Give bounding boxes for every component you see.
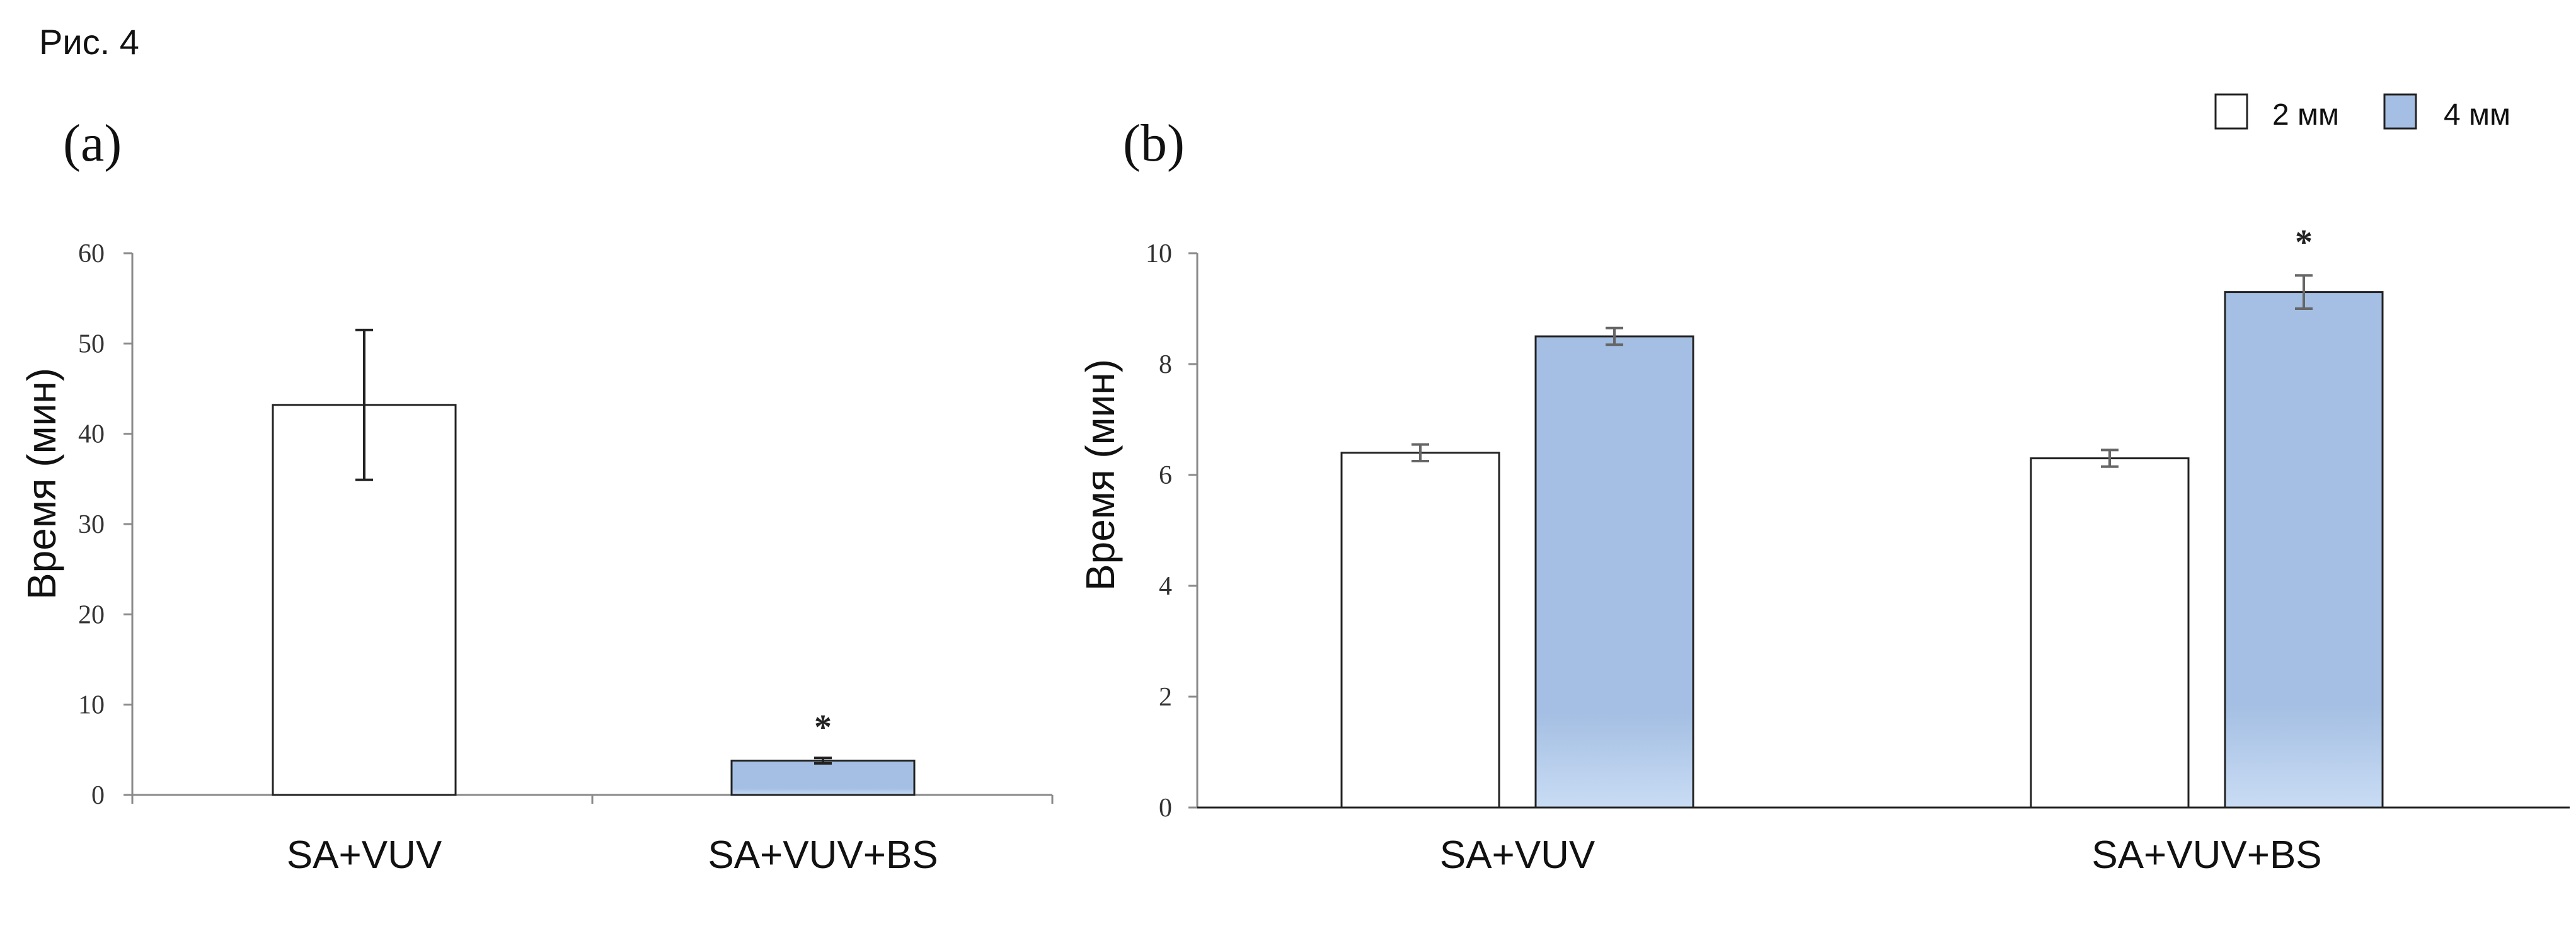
bar-b-1-1 [2224, 291, 2384, 809]
figure-label: Рис. 4 [39, 22, 139, 62]
bar-b-0-1 [1534, 335, 1694, 809]
y-tick-label-b-5: 10 [1146, 239, 1172, 268]
x-category-label-a-1: SA+VUV+BS [708, 833, 938, 877]
significance-marker-b-0: * [2295, 223, 2313, 262]
panel-label-a: (a) [63, 114, 122, 173]
bar-a-1 [730, 760, 916, 796]
x-category-label-b-1: SA+VUV+BS [2091, 833, 2321, 877]
significance-marker-a-0: * [814, 708, 832, 747]
bar-b-1-0 [2030, 457, 2190, 809]
error-bar-b-0-0 [1412, 443, 1429, 462]
y-tick-label-b-1: 2 [1159, 683, 1172, 712]
chart-panel-b: (b) Время (мин) 0 2 4 6 8 10 SA+VUV SA+VUV+BS *… [1078, 93, 2570, 877]
y-axis-label-b: Время (мин) [1078, 359, 1123, 591]
x-category-label-b-0: SA+VUV [1440, 833, 1596, 877]
error-bar-b-0-1 [1606, 326, 1623, 346]
y-tick-label-b-2: 4 [1159, 572, 1172, 601]
legend-swatch-4mm [2383, 93, 2417, 130]
y-tick-label-a-6: 60 [78, 239, 105, 268]
y-axis-label-a: Время (мин) [19, 368, 64, 600]
y-tick-label-b-4: 8 [1159, 350, 1172, 379]
y-tick-label-b-3: 6 [1159, 461, 1172, 490]
legend-swatch-2mm [2214, 93, 2248, 130]
error-bar-b-1-0 [2101, 448, 2119, 468]
x-category-label-a-0: SA+VUV [287, 833, 442, 877]
y-tick-label-a-4: 40 [78, 420, 105, 449]
y-tick-label-a-0: 0 [91, 781, 105, 810]
legend-label-4mm: 4 мм [2444, 98, 2510, 132]
y-tick-label-a-2: 20 [78, 600, 105, 629]
y-tick-label-b-0: 0 [1159, 794, 1172, 823]
chart-panel-a: (a) Время (мин) 0 10 20 30 40 50 60 SA+VUV SA+V… [19, 114, 1054, 877]
bar-b-0-0 [1340, 452, 1500, 809]
legend-label-2mm: 2 мм [2272, 98, 2339, 132]
error-bar-a-0 [355, 328, 373, 481]
panel-label-b: (b) [1123, 114, 1185, 173]
error-bar-a-1 [814, 757, 832, 765]
y-tick-label-a-3: 30 [78, 510, 105, 539]
y-tick-label-a-1: 10 [78, 691, 105, 720]
legend: 2 мм 4 мм [2214, 93, 2510, 132]
error-bar-b-1-1 [2295, 274, 2313, 310]
y-tick-label-a-5: 50 [78, 329, 105, 358]
